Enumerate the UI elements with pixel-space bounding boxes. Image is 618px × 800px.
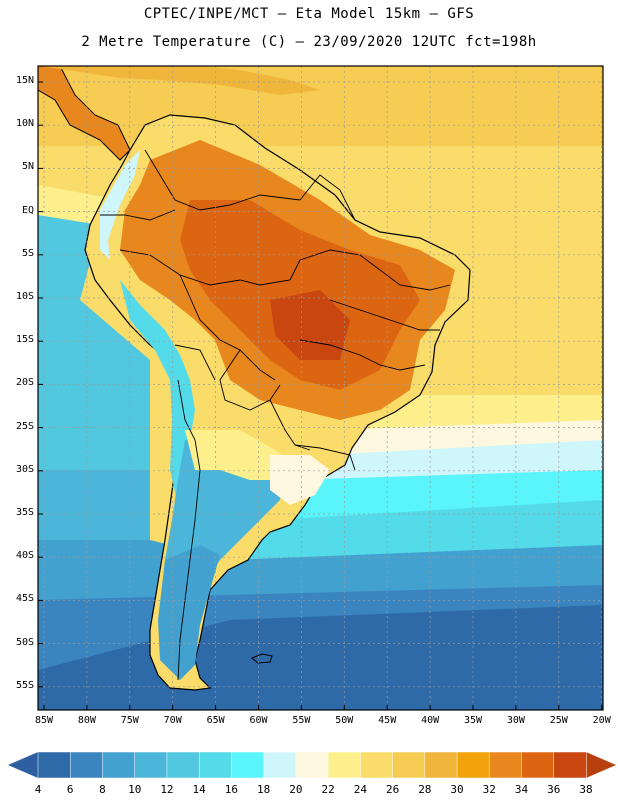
ocean-band-10-pacific — [38, 470, 150, 560]
lon-label: 20W — [592, 715, 611, 726]
central-america-landmass — [38, 66, 131, 161]
colorbar-swatch — [295, 751, 329, 779]
colorbar — [8, 751, 616, 779]
colorbar-swatch — [166, 751, 200, 779]
colorbar-tick-label: 30 — [450, 783, 464, 796]
lat-label: EQ — [21, 204, 34, 216]
map-frame — [37, 65, 604, 711]
colorbar-tick-label: 34 — [514, 783, 529, 796]
colorbar-tick-label: 10 — [128, 783, 142, 796]
colorbar-tick-label: 18 — [257, 783, 271, 796]
colorbar-right-arrow — [586, 752, 616, 778]
colorbar-tick-label: 36 — [547, 783, 561, 796]
lon-label: 65W — [206, 715, 225, 726]
colorbar-swatch — [134, 751, 168, 779]
colorbar-tick-label: 4 — [34, 783, 42, 796]
hot-core-36 — [270, 290, 350, 360]
pampas-24 — [185, 430, 295, 480]
lat-label: 55S — [15, 679, 34, 691]
colorbar-tick-label: 28 — [418, 783, 432, 796]
colorbar-tick-label: 20 — [289, 783, 303, 796]
lon-label: 50W — [335, 715, 354, 726]
title-line-1: CPTEC/INPE/MCT – Eta Model 15km – GFS — [143, 6, 475, 22]
lat-label: 25S — [15, 420, 34, 432]
lat-label: 35S — [15, 507, 34, 518]
colorbar-swatch — [102, 751, 136, 779]
title-line-2: 2 Metre Temperature (C) – 23/09/2020 12U… — [81, 34, 537, 50]
lon-label: 70W — [163, 715, 182, 726]
colorbar-swatch — [489, 751, 523, 779]
lon-label: 30W — [506, 715, 525, 726]
lat-label: 15N — [15, 75, 34, 86]
lat-label: 45S — [15, 593, 34, 605]
falkland-islands — [251, 653, 273, 664]
lon-label: 60W — [249, 715, 268, 726]
colorbar-tick-label: 14 — [192, 783, 206, 796]
colorbar-tick-label: 16 — [224, 783, 239, 796]
colorbar-swatch — [69, 751, 104, 779]
colorbar-tick-label: 24 — [353, 783, 367, 796]
colorbar-swatch — [360, 751, 394, 779]
ocean-band-12-pacific — [38, 215, 150, 500]
colorbar-swatch — [327, 751, 362, 779]
lon-label: 25W — [549, 715, 568, 726]
lat-label: 20S — [15, 377, 34, 389]
colorbar-swatch — [198, 751, 233, 779]
axis-ticks — [38, 81, 603, 710]
lon-label: 40W — [421, 715, 440, 726]
lon-label: 35W — [463, 715, 483, 726]
colorbar-swatch — [553, 751, 587, 779]
colorbar-tick-label: 32 — [482, 783, 496, 796]
colorbar-tick-label: 38 — [579, 783, 593, 796]
lat-label: 5S — [21, 247, 34, 259]
colorbar-swatch — [424, 751, 458, 779]
ocean-band-28-north — [38, 66, 603, 146]
colorbar-swatch — [231, 751, 265, 779]
lat-label: 40S — [15, 550, 34, 562]
lon-label: 55W — [292, 715, 311, 726]
caribbean-islands-area — [40, 66, 320, 95]
lat-label: 30S — [15, 463, 34, 475]
patagonia-8 — [158, 545, 220, 680]
lon-label: 85W — [34, 715, 54, 726]
colorbar-swatch — [37, 751, 71, 779]
colorbar-swatch — [456, 751, 491, 779]
andes-central — [120, 280, 195, 505]
colorbar-swatch — [392, 751, 426, 779]
lat-label: 5N — [21, 161, 34, 173]
uruguay-22 — [270, 455, 330, 505]
colorbar-tick-label: 22 — [321, 783, 335, 796]
lon-label: 75W — [120, 715, 139, 726]
colorbar-tick-label: 6 — [66, 783, 74, 796]
lat-label: 15S — [15, 334, 34, 346]
colorbar-tick-label: 12 — [160, 783, 174, 796]
country-borders — [100, 149, 451, 681]
colorbar-swatch — [521, 751, 555, 779]
lon-label: 45W — [378, 715, 397, 726]
lon-label: 80W — [77, 715, 96, 726]
lat-label: 50S — [15, 636, 34, 648]
lat-lon-gridlines — [38, 66, 603, 710]
colorbar-tick-label: 26 — [385, 783, 400, 796]
colorbar-tick-label: 8 — [99, 783, 106, 796]
lat-label: 10S — [15, 291, 34, 302]
colorbar-swatch — [263, 751, 297, 779]
lat-label: 10N — [15, 118, 34, 130]
colorbar-left-arrow — [8, 752, 38, 778]
